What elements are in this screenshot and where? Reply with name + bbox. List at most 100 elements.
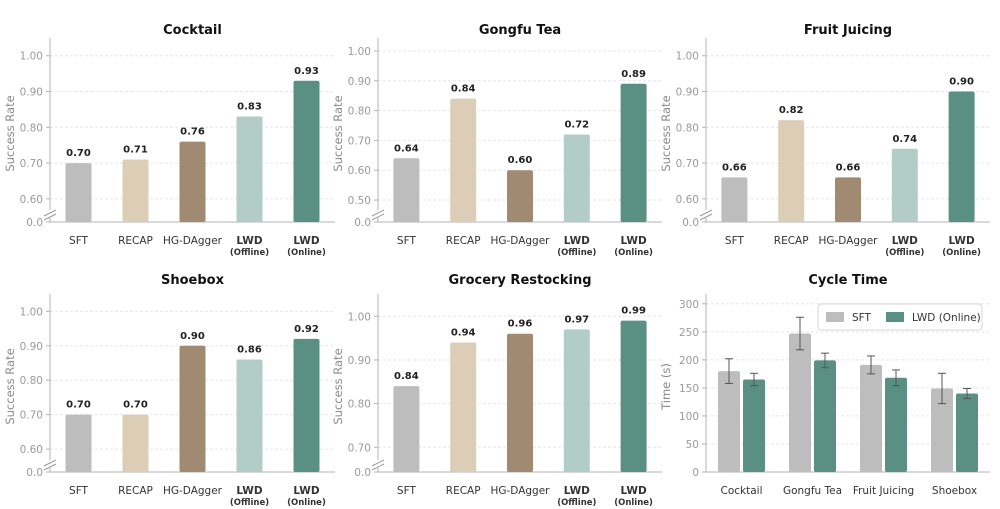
x-tick-label: Gongfu Tea <box>783 485 842 497</box>
x-tick-label: HG-DAgger <box>163 235 223 247</box>
bar <box>179 141 206 222</box>
x-tick-label: SFT <box>397 235 417 247</box>
y-tick-label: 0.90 <box>348 76 371 88</box>
x-tick-label: LWD <box>892 235 918 247</box>
y-axis-label: Success Rate <box>331 348 345 424</box>
x-tick-label: SFT <box>725 235 745 247</box>
y-tick-label: 0.60 <box>20 194 43 206</box>
x-tick-label: LWD <box>564 235 590 247</box>
chart-panel: Cycle Time Time (s) 0 50 100 150 200 250 300 Cock… <box>659 273 990 497</box>
bar <box>122 159 149 222</box>
y-tick-label: 1.00 <box>676 51 699 63</box>
y-axis-label: Success Rate <box>331 95 345 171</box>
axis-break-mark <box>43 213 57 221</box>
chart-panel: Shoebox Success Rate 1.00 0.90 0.80 0.70 0.60 0… <box>3 273 335 508</box>
y-tick-label: 0.90 <box>676 87 699 99</box>
x-tick-label: HG-DAgger <box>490 235 550 247</box>
axis-break-gap <box>373 210 383 218</box>
bar-value-label: 0.86 <box>237 345 262 356</box>
x-tick-label: HG-DAgger <box>163 485 223 497</box>
y-tick-label: 0.80 <box>676 122 699 134</box>
bar-value-label: 0.76 <box>180 127 205 138</box>
y-tick-label: 0 <box>692 467 699 479</box>
bar-value-label: 0.64 <box>394 143 419 154</box>
y-tick-label-base: 0.0 <box>354 217 371 229</box>
y-tick-label: 150 <box>679 383 699 395</box>
bar <box>179 345 206 472</box>
x-tick-sublabel: (Offline) <box>885 248 924 258</box>
legend-label: LWD (Online) <box>912 312 981 324</box>
bar <box>393 386 420 472</box>
axis-break-mark <box>43 459 57 467</box>
y-tick-label: 0.70 <box>20 158 43 170</box>
bar <box>948 91 975 222</box>
x-tick-sublabel: (Online) <box>614 248 653 258</box>
y-tick-label-base: 0.0 <box>354 467 371 479</box>
chart-panel: Gongfu Tea Success Rate 1.00 0.90 0.80 0.70 0.… <box>331 23 662 258</box>
x-tick-label: HG-DAgger <box>490 485 550 497</box>
bar <box>450 98 477 222</box>
y-tick-label: 0.80 <box>20 375 43 387</box>
x-tick-label: LWD <box>564 485 590 497</box>
axis-break-gap <box>45 210 55 218</box>
x-tick-sublabel: (Online) <box>614 498 653 508</box>
bar <box>563 329 590 472</box>
x-tick-label: LWD <box>236 485 262 497</box>
x-tick-label: LWD <box>949 235 975 247</box>
bar <box>122 414 149 472</box>
x-tick-label: SFT <box>69 485 89 497</box>
axis-break-mark <box>371 463 385 471</box>
y-tick-label-base: 0.0 <box>26 467 43 479</box>
y-tick-label: 250 <box>679 327 699 339</box>
bar-value-label: 0.84 <box>394 371 419 382</box>
y-tick-label: 0.70 <box>20 410 43 422</box>
bar <box>891 148 918 222</box>
axis-break-mark <box>43 209 57 217</box>
x-tick-label: RECAP <box>446 485 481 497</box>
bar-value-label: 0.60 <box>508 155 533 166</box>
bar <box>814 360 836 472</box>
y-tick-label: 50 <box>686 439 699 451</box>
bar-value-label: 0.70 <box>66 400 91 411</box>
x-tick-label: RECAP <box>118 235 153 247</box>
x-tick-label: Shoebox <box>932 485 977 497</box>
x-tick-label: LWD <box>293 235 319 247</box>
x-tick-sublabel: (Online) <box>287 498 326 508</box>
x-tick-sublabel: (Offline) <box>557 248 596 258</box>
legend-swatch <box>886 312 904 322</box>
axis-break-gap <box>45 460 55 468</box>
bar <box>65 414 92 472</box>
bar <box>507 170 533 222</box>
axis-break-mark <box>699 213 713 221</box>
bar <box>789 333 811 472</box>
bar <box>931 388 953 472</box>
chart-title: Cycle Time <box>808 273 887 288</box>
bar <box>620 320 647 472</box>
bar-value-label: 0.90 <box>949 77 974 88</box>
bar <box>835 177 861 222</box>
x-tick-sublabel: (Offline) <box>557 498 596 508</box>
x-tick-label: RECAP <box>774 235 809 247</box>
y-tick-label: 0.90 <box>20 341 43 353</box>
bar-value-label: 0.97 <box>564 314 589 325</box>
bar-value-label: 0.92 <box>294 324 319 335</box>
bar-value-label: 0.94 <box>451 327 476 338</box>
bar <box>393 158 420 222</box>
x-tick-label: RECAP <box>118 485 153 497</box>
legend-label: SFT <box>852 312 872 324</box>
bar <box>563 134 590 222</box>
bar-value-label: 0.71 <box>123 144 148 155</box>
bar-value-label: 0.70 <box>123 400 148 411</box>
axis-break-mark <box>43 463 57 471</box>
legend-swatch <box>826 312 844 322</box>
bar <box>956 393 978 472</box>
bar <box>885 377 907 472</box>
y-tick-label: 0.50 <box>348 195 371 207</box>
chart-title: Fruit Juicing <box>804 23 892 38</box>
x-tick-label: RECAP <box>446 235 481 247</box>
y-tick-label: 0.70 <box>348 135 371 147</box>
bar-value-label: 0.82 <box>779 105 804 116</box>
chart-panel: Cocktail Success Rate 1.00 0.90 0.80 0.70 0.60… <box>3 23 335 258</box>
y-tick-label: 300 <box>679 299 699 311</box>
x-tick-label: Fruit Juicing <box>853 485 914 497</box>
